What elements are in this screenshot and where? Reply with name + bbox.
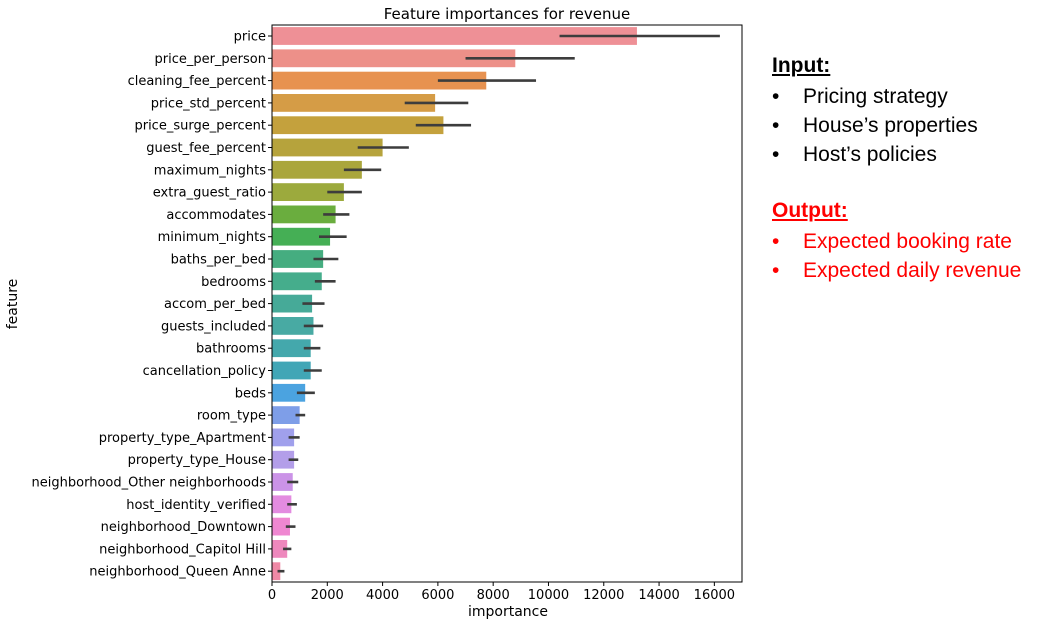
bar-host_identity_verified (272, 495, 292, 514)
bar-price_surge_percent (272, 116, 444, 135)
input-item: • Host’s policies (772, 140, 1034, 169)
bar-neighborhood_capitol-hill (272, 540, 288, 558)
output-section: Output: • Expected booking rate • Expected… (772, 197, 1034, 285)
plot-frame (271, 24, 743, 583)
x-tick-label: 10000 (528, 588, 569, 603)
y-tick-label: neighborhood_Other neighborhoods (32, 476, 267, 491)
y-tick-label: extra_guest_ratio (153, 186, 266, 201)
feature-importance-chart: Feature importances for revenue feature … (5, 5, 743, 620)
side-panel: Input: • Pricing strategy • House’s proper… (772, 52, 1034, 285)
bar-extra_guest_ratio (272, 183, 344, 201)
y-tick-label: guests_included (161, 319, 266, 334)
y-tick-label: property_type_Apartment (99, 431, 266, 446)
input-section: Input: • Pricing strategy • House’s proper… (772, 52, 1034, 169)
bar-neighborhood_queen-anne (272, 562, 281, 581)
y-tick-label: accom_per_bed (164, 297, 266, 312)
y-tick-label: host_identity_verified (126, 498, 266, 513)
output-item-label: Expected booking rate (803, 230, 1012, 253)
y-tick-label: price_surge_percent (134, 119, 266, 134)
output-item: • Expected daily revenue (772, 256, 1034, 285)
input-item-label: House’s properties (803, 114, 978, 137)
bar-accom_per_bed (272, 294, 313, 313)
chart-title: Feature importances for revenue (384, 5, 631, 23)
y-tick-label: price (234, 30, 266, 45)
bar-room_type (272, 406, 300, 424)
y-tick-label: neighborhood_Capitol Hill (99, 542, 266, 557)
bar-baths_per_bed (272, 250, 324, 268)
input-item-label: Pricing strategy (803, 85, 948, 108)
error-bars-layer (277, 34, 720, 573)
bar-minimum_nights (272, 227, 331, 246)
x-tick-label: 6000 (421, 588, 454, 603)
x-tick-label: 0 (268, 588, 276, 603)
output-item-label: Expected daily revenue (803, 259, 1022, 282)
x-tick-label: 8000 (477, 588, 510, 603)
bar-property_type_apartment (272, 428, 295, 447)
y-tick-label: price_std_percent (151, 96, 266, 111)
bars-layer (272, 27, 637, 581)
bar-price (272, 27, 637, 45)
output-list: • Expected booking rate • Expected daily r… (772, 227, 1034, 285)
bar-accommodates (272, 205, 336, 224)
bar-beds (272, 383, 306, 402)
y-tick-label: neighborhood_Downtown (101, 520, 266, 535)
bar-maximum_nights (272, 160, 362, 179)
input-heading: Input: (772, 54, 831, 77)
x-tick-label: 2000 (311, 588, 344, 603)
bar-bedrooms (272, 272, 322, 291)
input-item: • Pricing strategy (772, 82, 1034, 111)
x-tick-label: 14000 (638, 588, 679, 603)
input-item: • House’s properties (772, 111, 1034, 140)
bar-guest_fee_percent (272, 138, 383, 157)
bar-neighborhood_downtown (272, 517, 290, 536)
bar-price_per_person (272, 49, 516, 68)
y-tick-label: bedrooms (201, 275, 266, 290)
y-tick-label: property_type_House (128, 453, 266, 468)
x-axis-label: importance (468, 604, 548, 620)
bar-guests_included (272, 317, 314, 335)
y-tick-label: beds (235, 386, 267, 401)
y-tick-label: room_type (197, 409, 266, 424)
x-tick-label: 12000 (583, 588, 624, 603)
bar-property_type_house (272, 450, 295, 469)
bar-cancellation_policy (272, 361, 311, 380)
y-tick-labels: price price_per_person cleaning_fee_percen… (32, 30, 272, 580)
x-tick-label: 16000 (694, 588, 735, 603)
bar-price_std_percent (272, 94, 436, 112)
bullet-icon: • (772, 143, 780, 166)
bullet-icon: • (772, 259, 780, 282)
y-tick-label: price_per_person (154, 52, 266, 67)
y-tick-label: neighborhood_Queen Anne (89, 565, 266, 580)
bullet-icon: • (772, 114, 780, 137)
y-axis-label: feature (5, 279, 21, 330)
bar-neighborhood_other-neighborhoods (272, 473, 293, 491)
y-tick-label: maximum_nights (154, 163, 266, 178)
y-tick-label: cleaning_fee_percent (128, 74, 266, 89)
output-heading: Output: (772, 199, 848, 222)
x-tick-labels: 0 2000 4000 6000 8000 10000 12000 14000 16000 (268, 582, 735, 603)
y-tick-label: minimum_nights (158, 230, 267, 245)
input-item-label: Host’s policies (803, 143, 937, 166)
output-item: • Expected booking rate (772, 227, 1034, 256)
bullet-icon: • (772, 230, 780, 253)
input-list: • Pricing strategy • House’s properties • H… (772, 82, 1034, 169)
y-tick-label: cancellation_policy (143, 364, 267, 379)
bullet-icon: • (772, 85, 780, 108)
bar-cleaning_fee_percent (272, 71, 487, 90)
x-tick-label: 4000 (366, 588, 399, 603)
bar-bathrooms (272, 339, 311, 358)
y-tick-label: baths_per_bed (171, 253, 266, 268)
y-tick-label: accommodates (166, 208, 266, 223)
y-tick-label: bathrooms (196, 342, 266, 357)
y-tick-label: guest_fee_percent (146, 141, 266, 156)
